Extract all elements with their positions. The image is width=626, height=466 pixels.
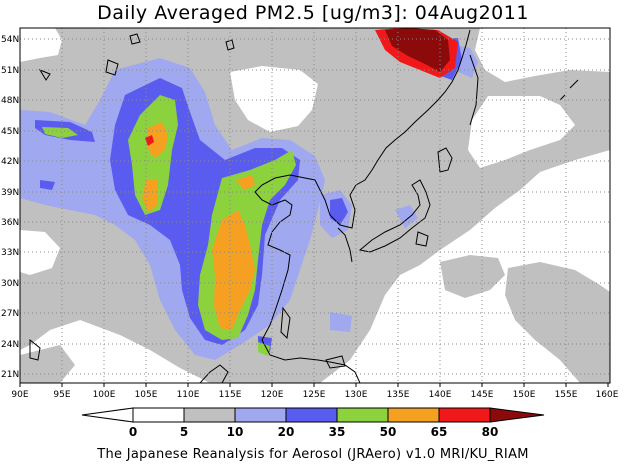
lon-label: 110E: [177, 390, 200, 400]
clean-areas: [20, 28, 610, 360]
colorbar-swatch: [438, 407, 491, 423]
lon-label: 145E: [471, 390, 494, 400]
colorbar: [81, 407, 545, 423]
colorbar-label: 50: [380, 425, 397, 439]
lat-label: 24N: [1, 340, 19, 350]
colorbar-labels: 0 5 10 20 35 50 65 80: [129, 425, 499, 439]
colorbar-swatch: [132, 407, 185, 423]
lat-label: 36N: [1, 218, 19, 228]
colorbar-label: 10: [227, 425, 244, 439]
coastlines: [29, 29, 579, 383]
lon-label: 105E: [135, 390, 158, 400]
lat-label: 45N: [1, 127, 19, 137]
lat-label: 42N: [1, 157, 19, 167]
page-title: Daily Averaged PM2.5 [ug/m3]: 04Aug2011: [97, 2, 529, 24]
lon-label: 140E: [429, 390, 452, 400]
lon-label: 150E: [513, 390, 536, 400]
lon-label: 160E: [596, 390, 619, 400]
level-80-plus: [385, 28, 450, 72]
lon-label: 115E: [219, 390, 242, 400]
colorbar-underflow: [81, 407, 134, 423]
lon-label: 90E: [11, 390, 28, 400]
lon-label: 135E: [387, 390, 410, 400]
map-frame: [19, 27, 611, 384]
lon-label: 120E: [261, 390, 284, 400]
lon-label: 125E: [303, 390, 326, 400]
colorbar-label: 20: [278, 425, 295, 439]
colorbar-label: 80: [482, 425, 499, 439]
colorbar-swatch: [183, 407, 236, 423]
colorbar-label: 35: [329, 425, 346, 439]
lat-label: 21N: [1, 370, 19, 380]
longitude-labels: 90E 95E 100E 105E 110E 115E 120E 125E 13…: [11, 390, 618, 400]
lat-label: 54N: [1, 35, 19, 45]
colorbar-label: 65: [431, 425, 448, 439]
lat-label: 33N: [1, 248, 19, 258]
colorbar-swatch: [234, 407, 287, 423]
lat-label: 27N: [1, 309, 19, 319]
colorbar-label: 0: [129, 425, 137, 439]
colorbar-swatch: [387, 407, 440, 423]
lon-label: 155E: [555, 390, 578, 400]
lon-label: 130E: [345, 390, 368, 400]
lat-label: 30N: [1, 279, 19, 289]
colorbar-swatch: [285, 407, 338, 423]
lat-label: 51N: [1, 66, 19, 76]
lat-label: 39N: [1, 188, 19, 198]
colorbar-swatch: [336, 407, 389, 423]
colorbar-label: 5: [180, 425, 188, 439]
lat-label: 48N: [1, 96, 19, 106]
latitude-labels: 21N 24N 27N 30N 33N 36N 39N 42N 45N 48N …: [1, 35, 19, 380]
lon-label: 95E: [53, 390, 70, 400]
footer-credit: The Japanese Reanalysis for Aerosol (JRA…: [97, 447, 529, 462]
tick-marks: [19, 383, 609, 387]
colorbar-overflow: [489, 407, 545, 423]
lon-label: 100E: [93, 390, 116, 400]
